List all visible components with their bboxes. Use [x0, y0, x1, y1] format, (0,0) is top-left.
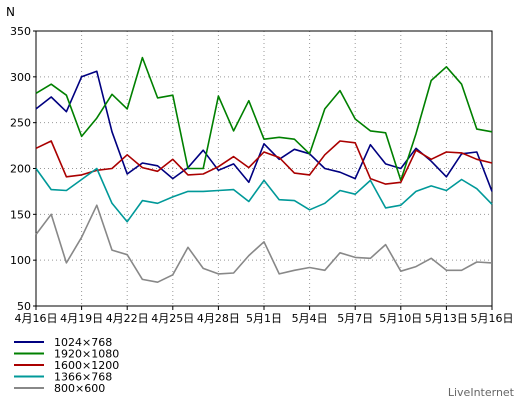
x-tick-label: 4月22日: [106, 312, 149, 325]
x-tick-label: 4月16日: [15, 312, 58, 325]
legend-label: 1920×1080: [54, 348, 119, 361]
series-line-1: [35, 70, 493, 192]
series-layer: [35, 56, 493, 284]
series-line-2: [35, 56, 493, 182]
y-tick-label: 300: [10, 71, 31, 84]
legend: 1024×7681920×10801600×12001366×768800×60…: [14, 336, 119, 395]
x-tick-label: 5月4日: [292, 312, 328, 325]
legend-label: 1024×768: [54, 336, 112, 349]
y-tick-label: 100: [10, 254, 31, 267]
grid-layer: [36, 31, 492, 306]
watermark-text: LiveInternet: [448, 386, 515, 399]
y-tick-label: 350: [10, 25, 31, 38]
x-tick-label: 4月19日: [60, 312, 103, 325]
y-tick-label: 250: [10, 117, 31, 130]
x-tick-label: 5月7日: [337, 312, 373, 325]
legend-label: 1366×768: [54, 371, 112, 384]
series-line-4: [35, 167, 493, 223]
x-tick-label: 4月28日: [197, 312, 240, 325]
legend-label: 800×600: [54, 382, 105, 395]
x-tick-label: 5月10日: [379, 312, 422, 325]
series-line-3: [35, 140, 493, 185]
x-tick-label: 5月13日: [425, 312, 468, 325]
x-tick-label: 5月1日: [246, 312, 282, 325]
y-tick-label: 50: [17, 300, 31, 313]
series-line-5: [35, 204, 493, 284]
y-axis-label: N: [6, 5, 15, 19]
y-tick-label: 200: [10, 163, 31, 176]
y-tick-label: 150: [10, 208, 31, 221]
x-tick-label: 5月16日: [471, 312, 514, 325]
x-tick-label: 4月25日: [151, 312, 194, 325]
legend-label: 1600×1200: [54, 359, 119, 372]
axis-layer: 50 100 150 200 250 300 350 4月16日 4月19日 4月22日 4月25日…: [10, 25, 514, 325]
